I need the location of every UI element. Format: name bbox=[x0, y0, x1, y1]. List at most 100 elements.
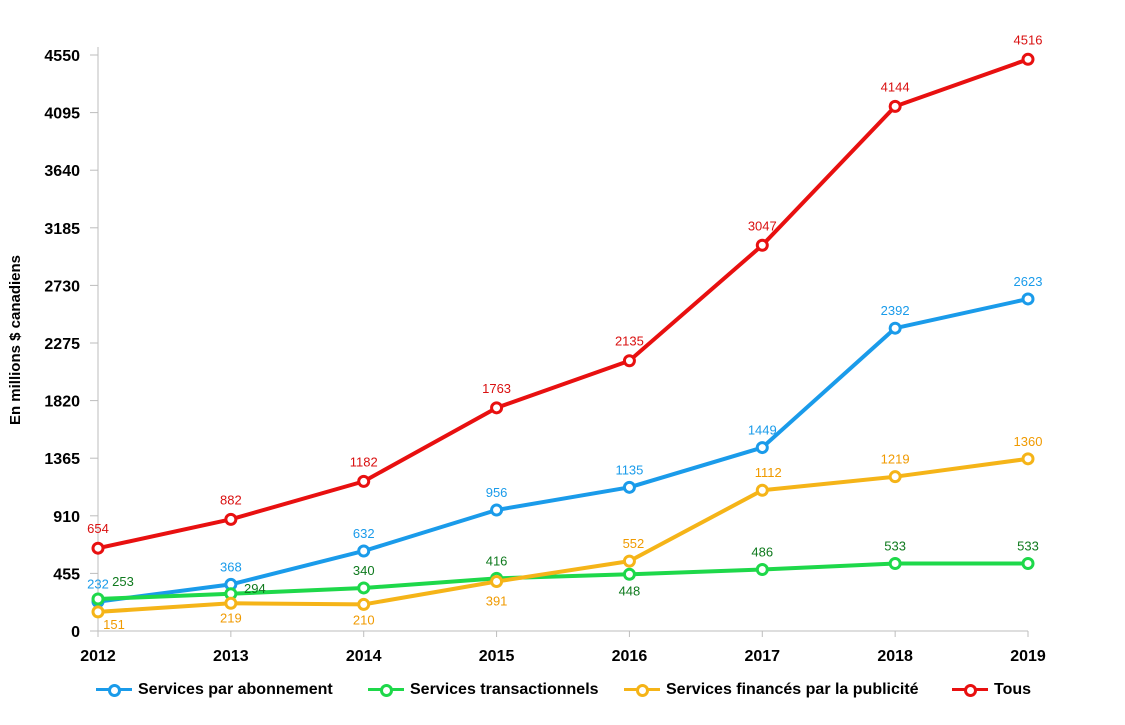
data-label: 1219 bbox=[881, 452, 910, 467]
data-label: 486 bbox=[751, 544, 773, 559]
data-label: 151 bbox=[103, 617, 125, 632]
legend: Services par abonnement Services transact… bbox=[0, 676, 1125, 704]
data-label: 1135 bbox=[615, 462, 643, 477]
data-label: 956 bbox=[486, 485, 508, 500]
legend-label: Tous bbox=[994, 681, 1032, 698]
x-tick-label: 2017 bbox=[744, 648, 780, 665]
data-label: 1449 bbox=[748, 423, 777, 438]
y-tick-label: 0 bbox=[71, 624, 80, 641]
data-point bbox=[622, 354, 636, 368]
data-label: 632 bbox=[353, 526, 375, 541]
data-point bbox=[357, 474, 371, 488]
data-point bbox=[622, 480, 636, 494]
data-point bbox=[1021, 292, 1035, 306]
series-2 bbox=[91, 452, 1035, 619]
data-point bbox=[1021, 452, 1035, 466]
data-label: 2392 bbox=[881, 303, 910, 318]
x-tick-label: 2019 bbox=[1010, 648, 1046, 665]
data-label: 219 bbox=[220, 610, 242, 625]
x-axis-ticks: 2012 2013 2014 2015 2016 2017 2018 2019 bbox=[80, 631, 1046, 665]
data-point bbox=[91, 605, 105, 619]
data-label: 882 bbox=[220, 492, 242, 507]
y-tick-label: 1820 bbox=[44, 394, 80, 411]
legend-label: Services transactionnels bbox=[410, 681, 599, 698]
data-point bbox=[91, 541, 105, 555]
data-label: 2623 bbox=[1014, 274, 1043, 289]
data-point bbox=[755, 483, 769, 497]
legend-item: Tous bbox=[952, 676, 1031, 704]
y-axis-ticks: 0 455 910 1365 1820 2275 2730 3185 3640 4095 4550 bbox=[44, 48, 98, 641]
y-tick-label: 3640 bbox=[44, 163, 80, 180]
data-label: 416 bbox=[486, 553, 508, 568]
series-3 bbox=[91, 52, 1035, 555]
data-point bbox=[888, 99, 902, 113]
data-label: 654 bbox=[87, 521, 109, 536]
data-point bbox=[1021, 52, 1035, 66]
data-label: 210 bbox=[353, 612, 375, 627]
data-label: 3047 bbox=[748, 218, 777, 233]
data-label: 340 bbox=[353, 563, 375, 578]
data-point bbox=[755, 238, 769, 252]
data-labels-layer: 232 368 632 956 1135 1449 2392 2623 253 294 340 416… bbox=[87, 32, 1042, 632]
x-tick-label: 2018 bbox=[877, 648, 913, 665]
x-tick-label: 2013 bbox=[213, 648, 249, 665]
x-tick-label: 2012 bbox=[80, 648, 116, 665]
data-label: 448 bbox=[619, 583, 641, 598]
data-point bbox=[622, 554, 636, 568]
data-point bbox=[490, 575, 504, 589]
legend-marker bbox=[368, 676, 404, 704]
data-point bbox=[490, 401, 504, 415]
data-label: 552 bbox=[623, 536, 645, 551]
legend-label: Services financés par la publicité bbox=[666, 681, 919, 698]
legend-item: Services transactionnels bbox=[368, 676, 599, 704]
data-point bbox=[888, 321, 902, 335]
data-point bbox=[622, 567, 636, 581]
axes bbox=[97, 47, 1028, 632]
data-label: 294 bbox=[244, 581, 266, 596]
data-label: 1182 bbox=[350, 454, 378, 469]
legend-item: Services financés par la publicité bbox=[624, 676, 919, 704]
y-tick-label: 910 bbox=[53, 509, 80, 526]
data-label: 253 bbox=[112, 574, 134, 589]
data-point bbox=[357, 544, 371, 558]
data-label: 533 bbox=[884, 539, 906, 554]
y-tick-label: 2730 bbox=[44, 278, 80, 295]
data-point bbox=[755, 441, 769, 455]
data-label: 232 bbox=[87, 577, 109, 592]
data-point bbox=[888, 470, 902, 484]
data-point bbox=[1021, 557, 1035, 571]
series-line bbox=[97, 57, 1029, 551]
series-layer bbox=[91, 52, 1035, 619]
data-point bbox=[490, 503, 504, 517]
y-tick-label: 4095 bbox=[44, 106, 80, 123]
data-label: 4144 bbox=[881, 79, 910, 94]
data-point bbox=[91, 592, 105, 606]
series-line bbox=[97, 456, 1029, 614]
legend-label: Services par abonnement bbox=[138, 681, 333, 698]
series-line bbox=[97, 561, 1028, 601]
legend-marker bbox=[96, 676, 132, 704]
data-label: 1360 bbox=[1014, 434, 1043, 449]
y-tick-label: 2275 bbox=[44, 336, 80, 353]
x-tick-label: 2014 bbox=[346, 648, 382, 665]
data-label: 2135 bbox=[615, 334, 644, 349]
data-label: 391 bbox=[486, 594, 508, 609]
x-tick-label: 2015 bbox=[479, 648, 515, 665]
x-tick-label: 2016 bbox=[612, 648, 648, 665]
data-label: 4516 bbox=[1014, 32, 1043, 47]
legend-marker bbox=[952, 676, 988, 704]
y-tick-label: 1365 bbox=[44, 451, 80, 468]
y-tick-label: 4550 bbox=[44, 48, 80, 65]
data-point bbox=[357, 581, 371, 595]
data-label: 1763 bbox=[482, 381, 511, 396]
legend-item: Services par abonnement bbox=[96, 676, 333, 704]
y-tick-label: 3185 bbox=[44, 221, 80, 238]
series-line bbox=[97, 296, 1029, 604]
y-axis-label: En millions $ canadiens bbox=[7, 255, 24, 425]
data-point bbox=[357, 597, 371, 611]
data-label: 533 bbox=[1017, 539, 1039, 554]
data-label: 368 bbox=[220, 559, 242, 574]
data-point bbox=[888, 557, 902, 571]
data-point bbox=[224, 512, 238, 526]
